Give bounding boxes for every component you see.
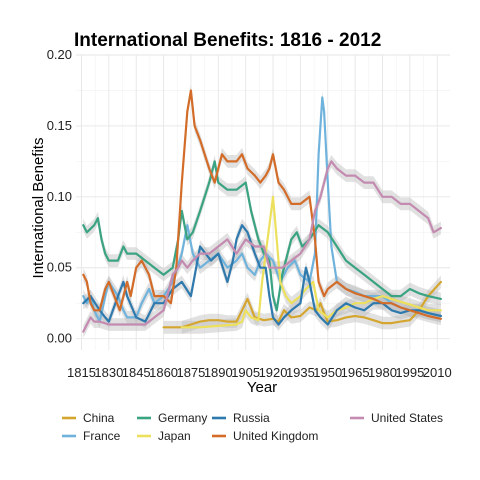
legend-label-russia: Russia	[233, 411, 270, 425]
x-tick-label: 1875	[176, 365, 205, 380]
y-tick-label: 0.00	[47, 331, 72, 346]
x-tick-label: 1920	[259, 365, 288, 380]
y-tick-label: 0.05	[47, 260, 72, 275]
x-tick-label: 1830	[94, 365, 123, 380]
x-tick-label: 1860	[149, 365, 178, 380]
x-tick-label: 1935	[286, 365, 315, 380]
series-lines	[82, 89, 442, 333]
chart-title: International Benefits: 1816 - 2012	[74, 30, 381, 51]
legend-label-united-kingdom: United Kingdom	[233, 429, 318, 443]
series-line-united-kingdom	[82, 89, 442, 320]
x-tick-label: 1815	[67, 365, 96, 380]
series-line-united-states	[82, 160, 442, 333]
y-axis: 0.00 0.05 0.10 0.15 0.20	[47, 47, 72, 346]
y-tick-label: 0.15	[47, 118, 72, 133]
series-line-china	[162, 280, 442, 329]
series-line-germany	[82, 160, 442, 312]
x-tick-label: 1890	[204, 365, 233, 380]
x-tick-label: 1965	[341, 365, 370, 380]
legend: China France Germany Japan Russia United King…	[62, 411, 443, 443]
x-axis-title: Year	[247, 379, 277, 396]
series-line-russia	[82, 224, 442, 326]
x-tick-label: 2010	[423, 365, 452, 380]
x-axis: 1815183018451860187518901905192019351950…	[67, 365, 452, 380]
x-tick-label: 1995	[395, 365, 424, 380]
legend-label-germany: Germany	[158, 411, 207, 425]
ribbon-russia	[83, 218, 441, 331]
x-tick-label: 1845	[122, 365, 151, 380]
y-tick-label: 0.20	[47, 47, 72, 62]
legend-label-france: France	[83, 429, 121, 443]
y-axis-title: International Benefits	[30, 138, 47, 279]
legend-label-united-states: United States	[371, 411, 443, 425]
y-tick-label: 0.10	[47, 189, 72, 204]
legend-label-china: China	[83, 411, 115, 425]
x-tick-label: 1980	[368, 365, 397, 380]
ribbon-france	[83, 91, 441, 328]
legend-label-japan: Japan	[158, 429, 191, 443]
x-tick-label: 1905	[231, 365, 260, 380]
x-tick-label: 1950	[313, 365, 342, 380]
